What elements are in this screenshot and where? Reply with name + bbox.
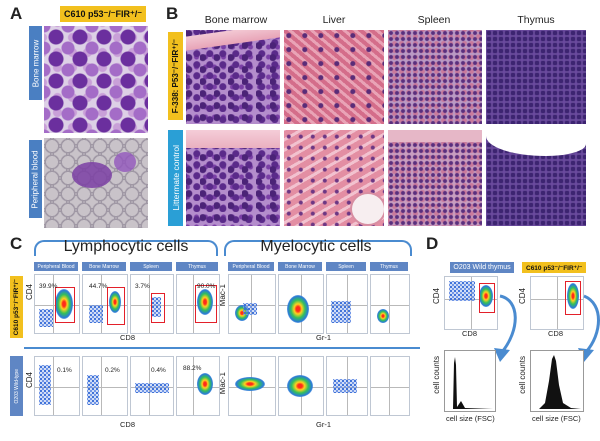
tab-lymph-spleen: Spleen bbox=[130, 262, 172, 271]
panel-b-letter: B bbox=[166, 4, 179, 23]
panel-a-peripheral-blood-label: Peripheral blood bbox=[29, 140, 42, 218]
d-hist-wild bbox=[444, 350, 496, 412]
tab-myelo-spleen: Spleen bbox=[326, 262, 366, 271]
panel-a-bone-marrow-label: Bone marrow bbox=[29, 26, 42, 100]
tab-myelo-bone-marrow: Bone Marrow bbox=[278, 262, 322, 271]
panel-d-right-title: C610 p53⁻/⁻FIR⁺/⁻ bbox=[522, 262, 587, 273]
panel-c-row-divider bbox=[24, 347, 420, 349]
histology-control-thymus bbox=[486, 130, 586, 226]
panel-a-letter: A bbox=[10, 4, 23, 23]
c-top-lymph-xlabel: CD8 bbox=[120, 333, 136, 342]
myelocytic-heading: Myelocytic cells bbox=[260, 238, 372, 255]
c-plot-bottom-myelo-pb bbox=[228, 356, 276, 416]
peripheral-blood-smear-image bbox=[44, 138, 148, 228]
c-plot-bottom-lymph-spleen: 0.4% bbox=[130, 356, 174, 416]
panel-d-letter: D bbox=[426, 234, 439, 253]
c-plot-bottom-lymph-pb: 0.1% bbox=[34, 356, 80, 416]
tab-lymph-bone-marrow: Bone Marrow bbox=[82, 262, 126, 271]
c-plot-bottom-myelo-spleen bbox=[326, 356, 368, 416]
d-left-hist-ylabel: cell counts bbox=[432, 356, 441, 394]
lymphocytic-heading: Lymphocytic cells bbox=[63, 238, 189, 255]
c-pct-bottom-thymus: 88.2% bbox=[183, 365, 202, 372]
lymphocytic-bracket bbox=[34, 240, 218, 256]
c-plot-bottom-myelo-thymus bbox=[370, 356, 410, 416]
col-head-liver: Liver bbox=[322, 14, 346, 26]
histology-f338-liver bbox=[284, 30, 384, 124]
d-left-hist-xlabel: cell size (FSC) bbox=[446, 414, 495, 423]
d-right-xlabel: CD8 bbox=[548, 329, 564, 338]
row-label-f338: F-338: P53⁻/⁻FIR⁺/⁻ bbox=[168, 32, 183, 120]
c-pct-bottom-pb: 0.1% bbox=[57, 367, 72, 374]
arrow-left-curve bbox=[499, 294, 517, 353]
c-plot-top-myelo-thymus bbox=[370, 274, 410, 334]
d-left-ylabel: CD4 bbox=[432, 288, 441, 305]
panel-c-letter: C bbox=[10, 234, 23, 253]
d-right-hist-xlabel: cell size (FSC) bbox=[532, 414, 581, 423]
c-pct-top-pb: 39.9% bbox=[39, 283, 58, 290]
c-pct-top-spleen: 3.7% bbox=[135, 283, 150, 290]
c-bottom-myelo-xlabel: Gr-1 bbox=[316, 420, 331, 429]
tab-lymph-peripheral-blood: Peripheral Blood bbox=[34, 262, 78, 271]
c-pct-bottom-spleen: 0.4% bbox=[151, 367, 166, 374]
c-top-myelo-xlabel: Gr-1 bbox=[316, 333, 331, 342]
histology-control-liver bbox=[284, 130, 384, 226]
tab-myelo-peripheral-blood: Peripheral Blood bbox=[228, 262, 274, 271]
c-plot-top-myelo-pb bbox=[228, 274, 276, 334]
histology-f338-bone-marrow bbox=[186, 30, 280, 124]
d-left-xlabel: CD8 bbox=[462, 329, 478, 338]
d-plot-wild-thymus bbox=[444, 276, 498, 330]
tab-lymph-thymus: Thymus bbox=[176, 262, 218, 271]
c-plot-top-lymph-pb: 39.9% bbox=[34, 274, 80, 334]
histology-f338-spleen bbox=[388, 30, 482, 124]
c-plot-bottom-lymph-bm: 0.2% bbox=[82, 356, 128, 416]
histology-control-bone-marrow bbox=[186, 130, 280, 226]
c-plot-top-lymph-thymus: 90.0% bbox=[176, 274, 220, 334]
tab-myelo-thymus: Thymus bbox=[370, 262, 408, 271]
panel-c-row-label-c610: C610 p53⁻/⁻FIR⁺/⁻ bbox=[10, 276, 23, 338]
panel-a-genotype-badge: C610 p53⁻/⁻FIR⁺/⁻ bbox=[60, 6, 147, 22]
hist-wild-shape bbox=[451, 357, 493, 409]
hist-c610-shape bbox=[539, 355, 581, 409]
col-head-bone-marrow: Bone marrow bbox=[204, 14, 268, 26]
panel-c-row-label-o203: O203 Wild-type bbox=[10, 356, 23, 416]
c-pct-top-thymus: 90.0% bbox=[197, 283, 216, 290]
arrow-left-head bbox=[494, 348, 510, 362]
c-pct-top-bm: 44.7% bbox=[89, 283, 108, 290]
c-plot-top-lymph-bm: 44.7% bbox=[82, 274, 128, 334]
col-head-spleen: Spleen bbox=[417, 14, 451, 26]
c-plot-bottom-lymph-thymus: 88.2% bbox=[176, 356, 220, 416]
c-plot-bottom-myelo-bm bbox=[278, 356, 324, 416]
myelocytic-bracket bbox=[224, 240, 412, 256]
histology-control-spleen bbox=[388, 130, 482, 226]
c-top-lymph-ylabel: CD4 bbox=[25, 284, 34, 301]
d-right-hist-ylabel: cell counts bbox=[518, 356, 527, 394]
row-label-littermate: Littermate control bbox=[168, 130, 183, 226]
c-bottom-lymph-xlabel: CD8 bbox=[120, 420, 136, 429]
c-bottom-lymph-ylabel: CD4 bbox=[25, 372, 34, 389]
d-plot-c610-thymus bbox=[530, 276, 584, 330]
bone-marrow-smear-image bbox=[44, 26, 148, 133]
panel-d-left-title: O203 Wild thymus bbox=[450, 262, 514, 273]
c-plot-top-myelo-bm bbox=[278, 274, 324, 334]
c-plot-top-myelo-spleen bbox=[326, 274, 368, 334]
arrow-right-curve bbox=[583, 294, 600, 353]
d-hist-c610 bbox=[530, 350, 584, 412]
c-pct-bottom-bm: 0.2% bbox=[105, 367, 120, 374]
col-head-thymus: Thymus bbox=[517, 14, 555, 26]
c-plot-top-lymph-spleen: 3.7% bbox=[130, 274, 174, 334]
histology-f338-thymus bbox=[486, 30, 586, 124]
